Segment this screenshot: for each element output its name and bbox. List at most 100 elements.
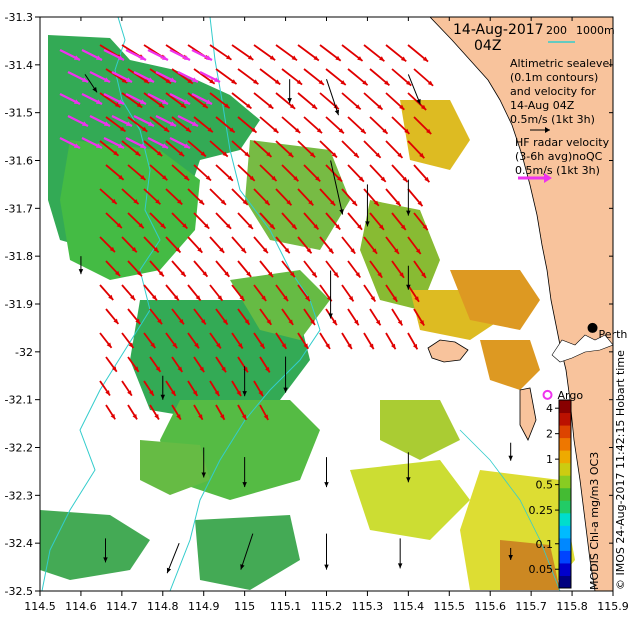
model-arrow (215, 260, 230, 278)
model-arrow (231, 92, 252, 110)
model-arrow (347, 260, 362, 279)
model-arrow (105, 212, 123, 229)
model-arrow (385, 140, 404, 159)
hf-arrow (103, 137, 125, 149)
model-arrow (281, 68, 303, 86)
x-tick-label: 114.7 (106, 600, 138, 613)
model-arrow (149, 356, 162, 373)
y-tick-label: -31.9 (5, 298, 33, 311)
x-tick-label: 115.1 (270, 600, 302, 613)
model-arrow (209, 236, 225, 254)
obs-arrow (407, 74, 421, 105)
model-arrow (171, 356, 184, 373)
model-arrow (149, 164, 168, 181)
model-arrow (209, 332, 222, 349)
model-arrow (369, 116, 389, 135)
model-arrow (281, 164, 299, 182)
model-arrow (275, 332, 288, 350)
hf-arrow (191, 93, 213, 105)
model-arrow (105, 164, 125, 181)
hf-arrow (177, 115, 199, 127)
y-tick-label: -32.4 (5, 537, 33, 550)
colorbar-segment (559, 450, 571, 464)
model-arrow (407, 284, 420, 303)
model-arrow (391, 68, 412, 87)
model-arrow (127, 116, 148, 133)
model-arrow (385, 332, 397, 350)
obs-arrow (242, 457, 247, 488)
colorbar-segment (559, 475, 571, 489)
model-arrow (193, 356, 205, 373)
obs-arrow (508, 547, 513, 560)
model-arrow (297, 92, 318, 110)
model-arrow (369, 164, 387, 183)
model-arrow (209, 44, 232, 61)
model-arrow (275, 188, 293, 206)
y-tick-label: -31.8 (5, 250, 33, 263)
model-arrow (149, 260, 165, 277)
obs-arrow (508, 442, 513, 461)
model-arrow (319, 44, 342, 62)
model-arrow (259, 116, 279, 134)
model-arrow (105, 404, 116, 420)
model-arrow (231, 236, 247, 254)
obs-arrow (283, 356, 288, 393)
model-arrow (193, 68, 216, 85)
model-arrow (193, 308, 207, 325)
obs-arrow (240, 533, 254, 570)
model-arrow (407, 140, 425, 159)
hf-arrow (125, 93, 147, 105)
model-arrow (165, 92, 187, 109)
legend-hf-3: 0.5m/s (1kt 3h) (515, 164, 600, 177)
model-arrow (297, 284, 311, 302)
model-arrow (187, 236, 203, 254)
model-arrow (187, 332, 200, 349)
legend-altimetry-4: 14-Aug 04Z (510, 99, 575, 112)
model-arrow (237, 356, 249, 373)
model-arrow (319, 332, 331, 350)
model-arrow (193, 212, 210, 230)
model-arrow (407, 44, 429, 63)
colorbar-tick-label: 0.05 (529, 563, 554, 576)
model-arrow (187, 380, 199, 397)
obs-arrow (397, 538, 403, 569)
colorbar (558, 399, 572, 589)
obs-velocity-arrows (78, 74, 513, 574)
model-arrow (281, 116, 301, 134)
x-tick-label: 114.9 (188, 600, 220, 613)
x-tick-label: 115.8 (556, 600, 588, 613)
model-arrow (259, 356, 271, 373)
model-arrow (187, 284, 202, 302)
model-arrow (385, 92, 405, 111)
y-tick-label: -31.5 (5, 107, 33, 120)
model-arrow (407, 236, 422, 255)
model-arrow (121, 380, 133, 397)
hf-arrow (81, 49, 103, 61)
model-arrow (143, 92, 165, 109)
obs-arrow (324, 457, 329, 488)
model-arrow (303, 164, 321, 182)
colorbar-segment (559, 512, 571, 526)
model-arrow (165, 380, 177, 397)
model-arrow (237, 164, 256, 182)
model-arrow (149, 404, 160, 420)
model-arrow (385, 188, 402, 207)
obs-arrow (103, 538, 108, 563)
model-arrow (413, 212, 429, 231)
colorbar-segment (559, 437, 571, 451)
hf-arrow (59, 49, 81, 61)
colorbar-tick-label: 0.25 (529, 504, 554, 517)
model-arrow (275, 44, 298, 62)
model-arrow (303, 260, 318, 278)
hf-arrow (125, 137, 147, 149)
colorbar-ticks: 4 2 1 0.5 0.25 0.1 0.05 (529, 402, 559, 576)
model-arrow (149, 308, 163, 325)
model-arrow (143, 380, 155, 397)
model-arrow (363, 188, 380, 207)
y-tick-label: -32.3 (5, 489, 33, 502)
model-arrow (193, 260, 209, 278)
obs-arrow (84, 74, 98, 93)
model-arrow (99, 332, 113, 349)
hf-arrow (199, 71, 221, 83)
model-arrow (325, 164, 343, 183)
